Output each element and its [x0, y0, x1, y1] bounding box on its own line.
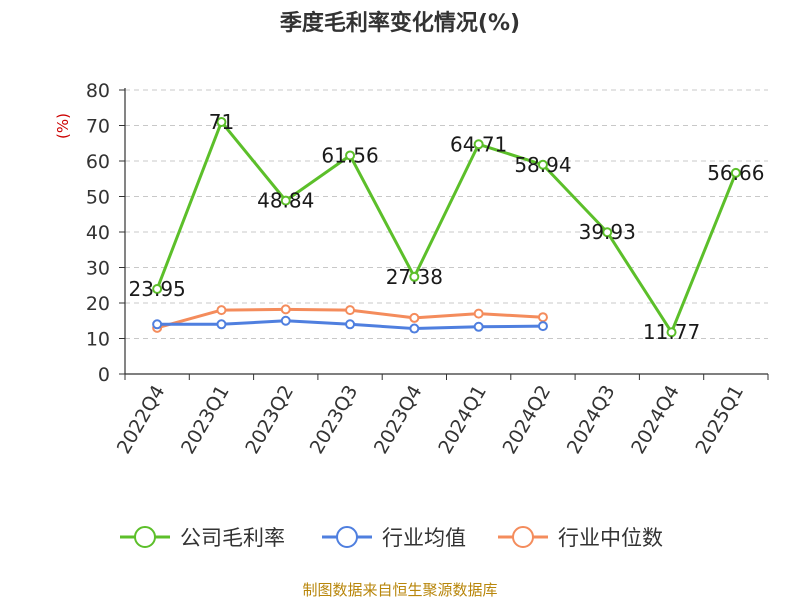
data-point	[216, 116, 227, 127]
y-tick-label: 80	[86, 80, 110, 102]
x-tick-label: 2024Q3	[563, 382, 620, 458]
data-point	[409, 323, 420, 334]
legend-marker-icon	[336, 526, 358, 548]
y-tick-label: 40	[86, 222, 110, 244]
data-point	[280, 304, 291, 315]
series-layer	[152, 116, 741, 338]
data-label: 27.38	[386, 265, 443, 289]
data-point	[216, 305, 227, 316]
chart-title: 季度毛利率变化情况(%)	[280, 10, 520, 36]
data-label: 23.95	[129, 277, 186, 301]
data-label: 39.93	[579, 220, 636, 244]
data-label: 71	[209, 110, 234, 134]
x-tick-label: 2025Q1	[691, 382, 748, 458]
y-tick-label: 60	[86, 151, 110, 173]
data-point	[345, 150, 356, 161]
data-point	[409, 271, 420, 282]
data-label: 61.56	[321, 143, 378, 167]
legend-label: 公司毛利率	[180, 526, 285, 550]
data-point	[152, 319, 163, 330]
y-tick-label: 10	[86, 329, 110, 351]
y-tick-label: 30	[86, 258, 110, 280]
y-tick-label: 50	[86, 187, 110, 209]
data-point	[537, 321, 548, 332]
y-tick-label: 0	[98, 364, 110, 386]
grid-lines	[125, 89, 768, 339]
data-point	[730, 167, 741, 178]
data-point	[666, 327, 677, 338]
y-tick-label: 20	[86, 293, 110, 315]
data-label: 56.66	[707, 161, 764, 185]
y-tick-label: 70	[86, 116, 110, 138]
data-point	[537, 312, 548, 323]
data-point	[473, 139, 484, 150]
data-point	[473, 308, 484, 319]
legend[interactable]: 公司毛利率 行业均值 行业中位数	[120, 526, 663, 550]
legend-label: 行业均值	[382, 526, 466, 550]
data-point	[345, 305, 356, 316]
data-point	[280, 315, 291, 326]
data-label: 11.77	[643, 320, 700, 344]
data-label: 58.94	[514, 153, 571, 177]
data-point	[280, 195, 291, 206]
x-tick-label: 2023Q3	[306, 382, 363, 458]
x-tick-label: 2024Q2	[499, 382, 556, 458]
x-tick-label: 2023Q1	[177, 382, 234, 458]
data-point	[409, 312, 420, 323]
x-tick-label: 2022Q4	[113, 382, 170, 458]
data-point	[216, 319, 227, 330]
data-point	[473, 321, 484, 332]
x-tick-label: 2024Q1	[434, 382, 491, 458]
legend-marker-icon	[134, 526, 156, 548]
data-point	[152, 283, 163, 294]
x-tick-label: 2023Q4	[370, 382, 427, 458]
data-point	[345, 319, 356, 330]
source-note: 制图数据来自恒生聚源数据库	[302, 581, 497, 599]
data-point	[537, 159, 548, 170]
data-label: 64.71	[450, 132, 507, 156]
data-labels: 23.95 71 48.84 61.56 27.38 64.71 58.94 39.93 11.…	[129, 110, 765, 344]
series-line	[155, 120, 738, 334]
legend-marker-icon	[512, 526, 534, 548]
x-tick-label: 2024Q4	[627, 382, 684, 458]
x-tick-label: 2023Q2	[241, 382, 298, 458]
y-axis-unit: (%)	[54, 113, 72, 139]
data-label: 48.84	[257, 189, 314, 213]
legend-label: 行业中位数	[558, 526, 663, 550]
data-point	[602, 227, 613, 238]
